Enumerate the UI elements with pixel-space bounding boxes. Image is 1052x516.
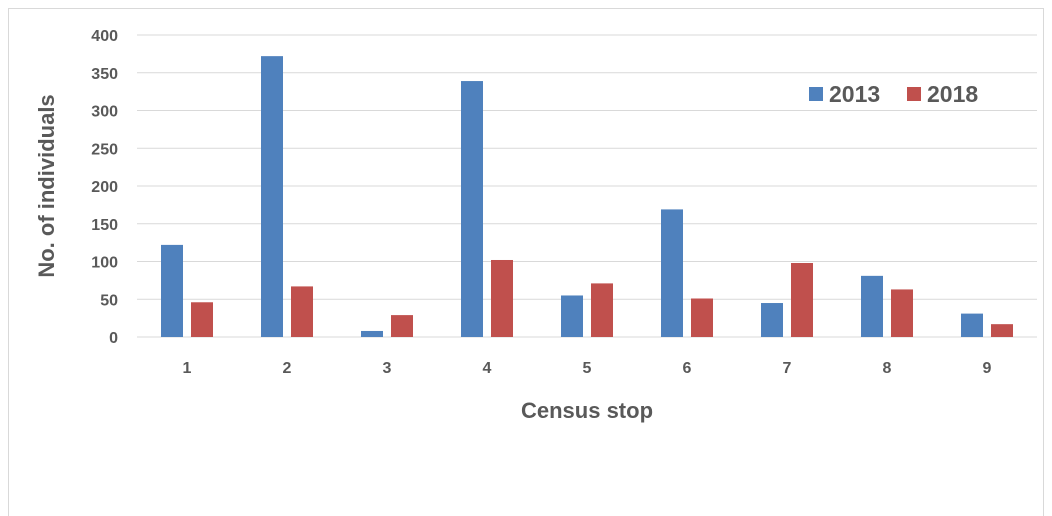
x-tick-label: 9 bbox=[983, 360, 992, 377]
y-tick-label: 50 bbox=[100, 292, 118, 309]
bar-2013-stop-4 bbox=[461, 81, 483, 338]
bar-2013-stop-1 bbox=[161, 244, 183, 337]
bar-2013-stop-3 bbox=[361, 330, 383, 337]
legend: 2013 2018 bbox=[809, 81, 978, 107]
legend-swatch-2018 bbox=[907, 87, 921, 101]
y-tick-label: 250 bbox=[91, 141, 118, 158]
x-tick-label: 6 bbox=[683, 360, 692, 377]
bar-2013-stop-8 bbox=[861, 275, 883, 337]
bar-2018-stop-3 bbox=[391, 315, 413, 337]
bar-2018-stop-2 bbox=[291, 286, 313, 337]
bar-2018-stop-5 bbox=[591, 283, 613, 337]
y-tick-label: 200 bbox=[91, 179, 118, 196]
bar-2018-stop-7 bbox=[791, 263, 813, 337]
bar-2018-stop-8 bbox=[891, 289, 913, 337]
bar-2013-stop-5 bbox=[561, 295, 583, 337]
y-tick-label: 300 bbox=[91, 104, 118, 121]
x-tick-label: 8 bbox=[883, 360, 892, 377]
legend-label-2013: 2013 bbox=[829, 81, 880, 107]
bar-2013-stop-9 bbox=[961, 313, 983, 337]
bars bbox=[161, 56, 1013, 338]
y-tick-label: 100 bbox=[91, 255, 118, 272]
bar-2018-stop-6 bbox=[691, 298, 713, 337]
bar-2013-stop-6 bbox=[661, 209, 683, 337]
legend-swatch-2013 bbox=[809, 87, 823, 101]
y-tick-label: 150 bbox=[91, 217, 118, 234]
y-tick-labels: 0 50 100 150 200 250 300 350 400 bbox=[91, 28, 118, 347]
y-axis-title: No. of individuals bbox=[34, 94, 59, 277]
x-tick-label: 7 bbox=[783, 360, 792, 377]
gridlines bbox=[137, 34, 1037, 338]
legend-label-2018: 2018 bbox=[927, 81, 978, 107]
bar-2013-stop-2 bbox=[261, 56, 283, 337]
bar-2013-stop-7 bbox=[761, 303, 783, 337]
y-tick-label: 350 bbox=[91, 66, 118, 83]
x-axis-title: Census stop bbox=[521, 398, 653, 423]
x-tick-label: 4 bbox=[483, 360, 492, 377]
bar-2018-stop-1 bbox=[191, 302, 213, 337]
x-tick-label: 1 bbox=[183, 360, 192, 377]
x-tick-label: 3 bbox=[383, 360, 392, 377]
x-tick-label: 5 bbox=[583, 360, 592, 377]
bar-2018-stop-9 bbox=[991, 324, 1013, 337]
x-tick-label: 2 bbox=[283, 360, 292, 377]
bar-2018-stop-4 bbox=[491, 259, 513, 337]
y-tick-label: 400 bbox=[91, 28, 118, 45]
x-tick-labels: 1 2 3 4 5 6 7 8 9 bbox=[183, 360, 992, 377]
chart-frame bbox=[8, 8, 1044, 516]
y-tick-label: 0 bbox=[109, 330, 118, 347]
